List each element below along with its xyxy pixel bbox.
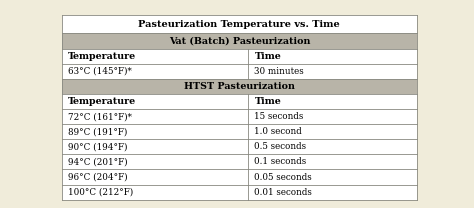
Text: 90°C (194°F): 90°C (194°F) [68, 142, 128, 151]
Text: Pasteurization Temperature vs. Time: Pasteurization Temperature vs. Time [138, 20, 340, 28]
Bar [62, 79, 417, 94]
Text: 1.0 second: 1.0 second [255, 127, 302, 136]
Bar [62, 109, 417, 124]
Text: Time: Time [255, 52, 281, 61]
Text: 63°C (145°F)*: 63°C (145°F)* [68, 67, 131, 76]
Bar [62, 154, 417, 170]
Text: 15 seconds: 15 seconds [255, 112, 304, 121]
Bar [62, 48, 417, 64]
Text: HTST Pasteurization: HTST Pasteurization [184, 82, 295, 91]
Bar [62, 170, 417, 184]
Text: 100°C (212°F): 100°C (212°F) [68, 188, 133, 197]
Bar [62, 124, 417, 139]
Text: 89°C (191°F): 89°C (191°F) [68, 127, 127, 136]
Bar [62, 184, 417, 200]
Text: 0.1 seconds: 0.1 seconds [255, 157, 307, 166]
Text: 94°C (201°F): 94°C (201°F) [68, 157, 128, 166]
Text: Time: Time [255, 97, 281, 106]
Text: 30 minutes: 30 minutes [255, 67, 304, 76]
Text: 72°C (161°F)*: 72°C (161°F)* [68, 112, 132, 121]
Bar [62, 15, 417, 33]
Bar [62, 139, 417, 154]
Bar [62, 33, 417, 48]
Bar [62, 64, 417, 79]
Text: Vat (Batch) Pasteurization: Vat (Batch) Pasteurization [169, 37, 310, 46]
Bar [62, 15, 417, 200]
Text: 0.05 seconds: 0.05 seconds [255, 172, 312, 182]
Text: 0.5 seconds: 0.5 seconds [255, 142, 307, 151]
Text: Temperature: Temperature [68, 52, 136, 61]
Bar [62, 94, 417, 109]
Text: 0.01 seconds: 0.01 seconds [255, 188, 312, 197]
Text: Temperature: Temperature [68, 97, 136, 106]
Text: 96°C (204°F): 96°C (204°F) [68, 172, 128, 182]
